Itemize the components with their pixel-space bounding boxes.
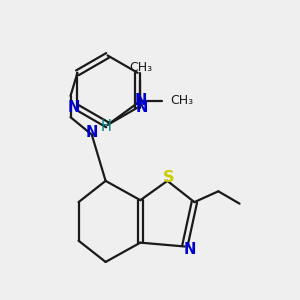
Text: S: S: [162, 170, 174, 185]
Text: N: N: [85, 125, 98, 140]
Text: CH₃: CH₃: [170, 94, 193, 107]
Text: N: N: [183, 242, 196, 257]
Text: N: N: [135, 100, 148, 115]
Text: CH₃: CH₃: [129, 61, 152, 74]
Text: N: N: [134, 94, 146, 109]
Text: N: N: [68, 100, 80, 115]
Text: H: H: [101, 118, 112, 134]
